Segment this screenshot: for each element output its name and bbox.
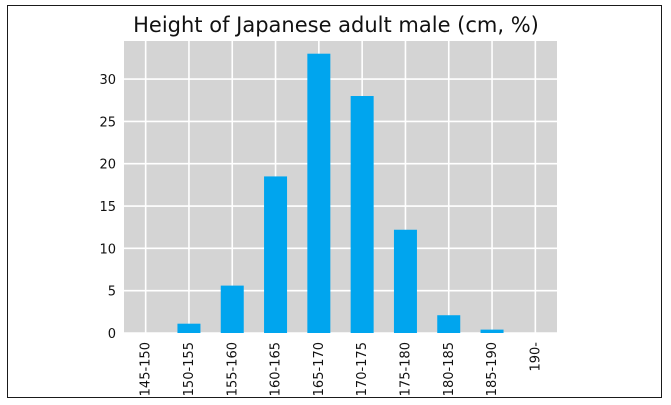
x-tick-label: 155-160 [225,342,240,396]
x-tick-label: 185-190 [485,342,500,396]
x-tick-label: 175-180 [398,342,413,396]
bar-175-180 [393,229,417,333]
bar-170-175 [350,96,374,333]
y-tick-label: 25 [99,115,116,130]
chart-title: Height of Japanese adult male (cm, %) [133,13,539,37]
y-tick-label: 15 [99,200,116,215]
bar-160-165 [264,176,288,333]
grid-lines [124,41,557,334]
x-axis: 145-150 150-155 155-160 160-165 165-170 170-1… [139,342,544,397]
bars [177,53,504,334]
plot-area [124,41,557,333]
y-tick-label: 20 [99,158,116,173]
y-tick-label: 0 [108,327,116,342]
x-tick-label: 145-150 [139,342,154,396]
x-tick-label: 190- [528,342,543,372]
y-axis: 0 5 10 15 20 25 30 [99,73,116,342]
y-tick-label: 10 [99,242,116,257]
y-tick-label: 5 [108,285,116,300]
x-tick-label: 170-175 [355,342,370,396]
bar-185-190 [480,329,504,333]
x-tick-label: 160-165 [269,342,284,396]
y-tick-label: 30 [99,73,116,88]
bar-150-155 [177,323,201,333]
x-tick-label: 165-170 [312,342,327,396]
x-tick-label: 180-185 [442,342,457,396]
bar-155-160 [220,285,244,333]
bar-165-170 [307,53,331,334]
x-tick-label: 150-155 [182,342,197,396]
bar-180-185 [437,315,461,333]
